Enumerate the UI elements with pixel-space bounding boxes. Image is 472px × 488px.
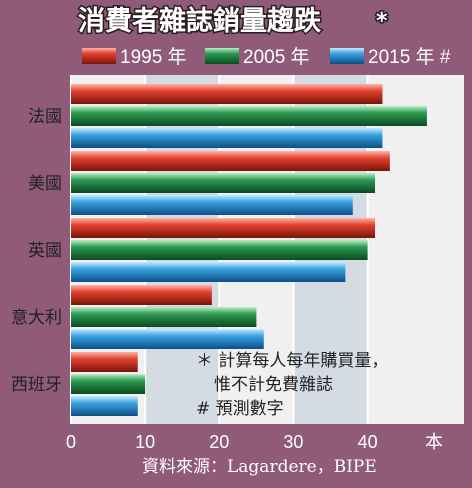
x-axis-unit: 本 xyxy=(425,432,443,453)
legend-swatch-2005 xyxy=(205,48,239,64)
bar xyxy=(71,240,368,260)
bar xyxy=(71,128,383,148)
bar xyxy=(71,84,383,104)
category-label: 西班牙 xyxy=(11,375,62,395)
chart-title: 消費者雜誌銷量趨跌 xyxy=(78,5,321,37)
bar xyxy=(71,329,264,349)
legend-label-2005: 2005 年 xyxy=(243,46,310,68)
title-asterisk: * xyxy=(376,9,388,34)
bar xyxy=(71,151,390,171)
tick-label: 10 xyxy=(135,432,155,452)
note-line-2: 惟不計免費雜誌 xyxy=(214,375,333,395)
tick-label: 40 xyxy=(358,432,378,452)
bars-layer xyxy=(71,84,427,416)
bar xyxy=(71,285,212,305)
legend-label-1995: 1995 年 xyxy=(120,46,187,68)
category-label: 英國 xyxy=(28,241,62,261)
bar xyxy=(71,106,427,126)
tick-label: 30 xyxy=(283,432,303,452)
tick-label: 20 xyxy=(209,432,229,452)
category-label: 意大利 xyxy=(11,308,62,328)
category-label: 法國 xyxy=(28,107,62,127)
notes: ＊ 計算每人每年購買量， 惟不計免費雜誌 # 預測數字 xyxy=(196,351,388,419)
x-axis-ticks: 0 10 20 30 40 xyxy=(66,432,378,452)
bar xyxy=(71,307,257,327)
tick-label: 0 xyxy=(66,432,76,452)
note-line-3: # 預測數字 xyxy=(196,399,284,419)
legend: 1995 年 2005 年 2015 年 # xyxy=(82,46,451,68)
category-label: 美國 xyxy=(28,174,62,194)
note-line-1: ＊ 計算每人每年購買量， xyxy=(196,351,388,371)
legend-swatch-1995 xyxy=(82,48,116,64)
bar xyxy=(71,352,138,372)
bar xyxy=(71,262,346,282)
bar xyxy=(71,374,146,394)
legend-label-2015: 2015 年 # xyxy=(368,46,451,68)
bar xyxy=(71,195,353,215)
bar xyxy=(71,173,376,193)
bar xyxy=(71,396,138,416)
legend-swatch-2015 xyxy=(330,48,364,64)
source-text: 資料來源：Lagardere，BIPE xyxy=(142,457,377,477)
bar xyxy=(71,218,376,238)
